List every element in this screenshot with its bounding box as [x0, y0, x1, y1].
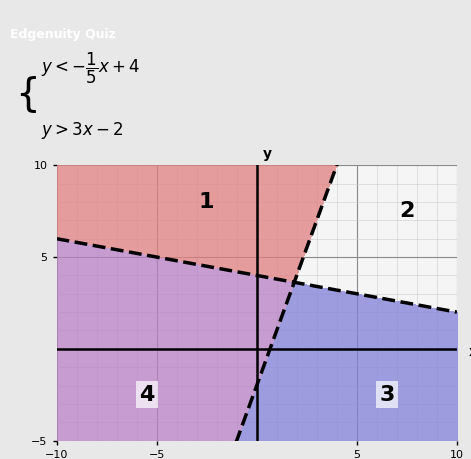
- Text: 4: 4: [139, 385, 154, 405]
- Text: 3: 3: [379, 385, 395, 405]
- Text: Edgenuity Quiz: Edgenuity Quiz: [10, 28, 116, 41]
- Text: $y < -\dfrac{1}{5}x + 4$: $y < -\dfrac{1}{5}x + 4$: [41, 51, 139, 86]
- Text: $\{$: $\{$: [15, 74, 36, 115]
- Text: x: x: [469, 345, 471, 359]
- Text: y: y: [263, 147, 272, 161]
- Text: 1: 1: [199, 192, 214, 212]
- Text: $y > 3x - 2$: $y > 3x - 2$: [41, 120, 123, 141]
- Text: 2: 2: [399, 201, 414, 221]
